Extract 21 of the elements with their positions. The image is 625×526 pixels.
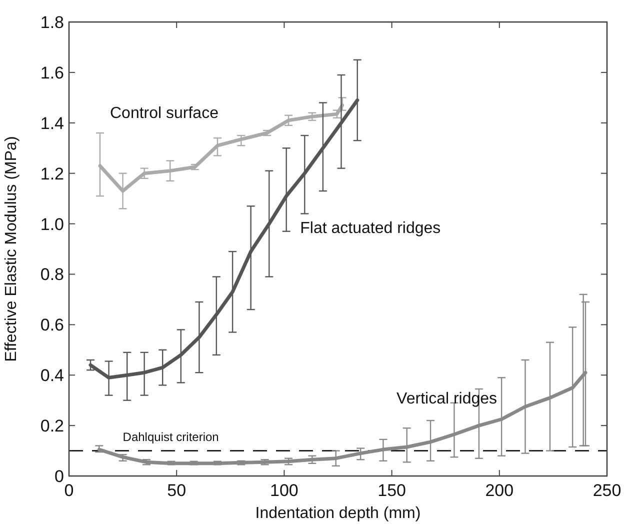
- y-tick-label: 1.8: [40, 13, 64, 32]
- y-tick-label: 0.8: [40, 265, 64, 284]
- x-tick-label: 150: [378, 481, 406, 500]
- y-tick-label: 0.6: [40, 316, 64, 335]
- series-label: Flat actuated ridges: [300, 220, 441, 237]
- x-tick-label: 100: [270, 481, 298, 500]
- x-tick-label: 50: [167, 481, 186, 500]
- x-tick-label: 200: [485, 481, 514, 500]
- ref-line-label: Dahlquist criterion: [122, 430, 219, 444]
- y-tick-label: 0.4: [40, 366, 64, 386]
- y-axis-title: Effective Elastic Modulus (MPa): [3, 136, 20, 362]
- x-axis-title: Indentation depth (mm): [255, 505, 421, 522]
- x-tick-label: 250: [592, 481, 622, 500]
- y-tick-label: 0.2: [40, 416, 64, 436]
- y-tick-label: 1.2: [40, 164, 64, 184]
- y-tick-label: 1.0: [40, 214, 64, 234]
- y-tick-label: 0: [54, 467, 64, 486]
- series-label: Vertical ridges: [396, 390, 498, 408]
- series-label: Control surface: [110, 104, 219, 122]
- y-tick-label: 1.4: [40, 114, 64, 133]
- y-tick-label: 1.6: [40, 63, 64, 82]
